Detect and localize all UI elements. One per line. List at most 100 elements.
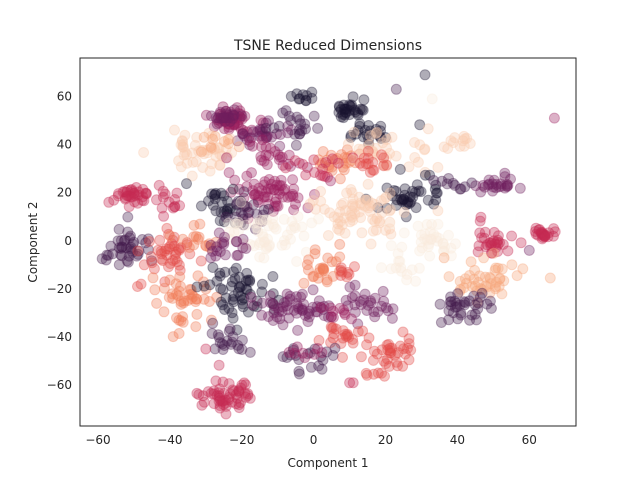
- data-point: [282, 191, 294, 203]
- data-point: [190, 296, 202, 308]
- data-point: [263, 311, 274, 323]
- data-point: [130, 182, 142, 193]
- data-point: [346, 187, 358, 199]
- data-point: [396, 241, 408, 253]
- data-point: [231, 102, 243, 114]
- data-point: [543, 227, 555, 239]
- data-point: [441, 178, 453, 190]
- data-point: [226, 147, 238, 159]
- data-point: [213, 227, 225, 239]
- data-point: [354, 120, 366, 132]
- data-point: [538, 230, 550, 242]
- data-point: [370, 142, 382, 154]
- data-point: [319, 170, 331, 182]
- data-point: [226, 108, 238, 120]
- data-point: [132, 245, 144, 257]
- data-point: [274, 151, 286, 163]
- data-point: [156, 202, 168, 214]
- data-point: [375, 195, 387, 207]
- data-point: [242, 274, 254, 286]
- data-point: [352, 109, 364, 121]
- data-point: [107, 248, 119, 260]
- data-point: [268, 122, 280, 134]
- data-point: [303, 308, 314, 320]
- data-point: [303, 305, 315, 317]
- data-point: [320, 157, 332, 168]
- x-tick-label: −60: [85, 433, 110, 447]
- data-point: [212, 329, 224, 341]
- data-point: [339, 205, 351, 217]
- data-point: [197, 390, 209, 402]
- data-point: [213, 142, 225, 154]
- data-point: [296, 288, 308, 300]
- data-point: [220, 112, 232, 124]
- data-point: [430, 231, 442, 243]
- data-point: [230, 262, 242, 274]
- data-point: [253, 182, 265, 194]
- data-point: [271, 311, 283, 323]
- data-point: [208, 189, 220, 201]
- data-point: [208, 398, 220, 410]
- data-point: [502, 179, 514, 191]
- data-point: [175, 315, 187, 327]
- data-point: [418, 144, 430, 156]
- data-point: [223, 138, 234, 150]
- data-point: [428, 228, 440, 240]
- data-point: [332, 218, 344, 230]
- data-point: [449, 179, 461, 191]
- data-point: [183, 289, 195, 301]
- data-point: [125, 184, 137, 196]
- data-point: [349, 201, 361, 213]
- data-point: [362, 194, 374, 206]
- data-point: [171, 288, 182, 300]
- data-point: [338, 164, 350, 176]
- data-point: [437, 238, 449, 250]
- data-point: [289, 347, 301, 359]
- data-point: [285, 233, 296, 245]
- data-point: [414, 119, 426, 131]
- data-point: [167, 292, 179, 304]
- data-point: [470, 180, 482, 192]
- data-point: [367, 145, 379, 157]
- data-point: [304, 198, 316, 210]
- data-point: [313, 360, 325, 372]
- data-point: [362, 299, 374, 311]
- data-point: [148, 263, 160, 275]
- data-point: [213, 392, 225, 404]
- data-point: [347, 377, 359, 389]
- data-point: [256, 134, 268, 146]
- data-point: [274, 188, 286, 200]
- data-point: [248, 240, 260, 252]
- data-point: [226, 307, 238, 319]
- data-point: [210, 250, 222, 262]
- data-point: [401, 268, 413, 280]
- data-point: [151, 194, 162, 206]
- data-point: [348, 104, 360, 116]
- data-point: [242, 306, 254, 318]
- data-point: [262, 233, 273, 245]
- data-point: [269, 201, 280, 213]
- data-point: [223, 167, 235, 179]
- data-point: [397, 326, 409, 338]
- y-tick-label: −40: [47, 330, 72, 344]
- data-point: [342, 152, 353, 164]
- data-point: [424, 226, 436, 238]
- data-point: [287, 188, 299, 200]
- data-point: [254, 251, 266, 263]
- data-point: [223, 226, 235, 238]
- data-point: [169, 124, 180, 136]
- data-point: [488, 235, 500, 247]
- data-point: [207, 199, 219, 211]
- data-point: [169, 201, 181, 213]
- data-point: [499, 167, 511, 179]
- data-point: [364, 206, 376, 217]
- data-point: [381, 159, 393, 171]
- data-point: [211, 114, 223, 126]
- data-point: [220, 400, 232, 412]
- data-point: [173, 328, 185, 339]
- data-point: [283, 312, 295, 324]
- data-point: [511, 270, 523, 282]
- data-point: [237, 301, 249, 313]
- data-point: [481, 298, 493, 310]
- data-point: [161, 222, 173, 234]
